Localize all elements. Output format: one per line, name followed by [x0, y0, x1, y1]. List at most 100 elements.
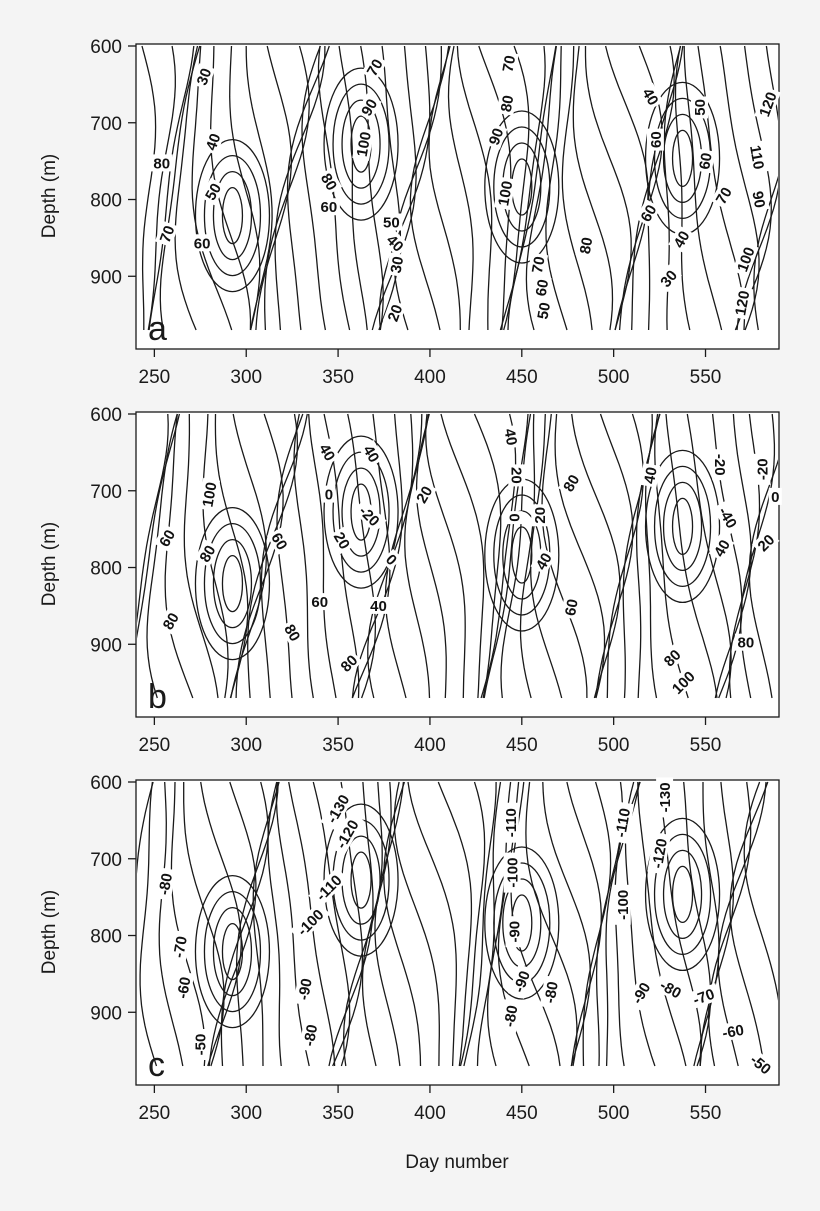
contour-label: 80: [157, 607, 184, 635]
y-tick-label: 600: [90, 773, 122, 794]
contour-label: 80: [194, 539, 221, 568]
y-tick-label: 800: [90, 191, 122, 212]
contour-line: [459, 781, 486, 1067]
contour-label: -60: [172, 970, 195, 1005]
contour-loop: [194, 506, 271, 661]
contour-line: [595, 413, 634, 699]
contour-label: 60: [308, 593, 331, 611]
contour-line: [139, 781, 158, 1067]
panel-c-letter: c: [148, 1046, 165, 1084]
contour-label: 110: [746, 140, 769, 174]
contour-line: [252, 781, 280, 1067]
contour-loop: [350, 851, 372, 909]
panel-a-frame: [135, 43, 780, 350]
contour-line: [393, 781, 440, 1067]
panel-b-letter: b: [148, 678, 167, 716]
contour-label-text: 20: [385, 303, 407, 324]
contour-label-text: -80: [301, 1023, 322, 1047]
contour-label-text: 60: [696, 151, 716, 170]
contour-loop: [341, 99, 381, 189]
contour-loop: [644, 817, 721, 972]
contour-label-text: -50: [192, 1034, 209, 1056]
contour-line: [637, 781, 687, 1067]
contour-loop: [221, 186, 244, 245]
contour-line: [347, 413, 377, 699]
contour-label: 40: [367, 596, 390, 615]
panel-c-y-axis-title: Depth (m): [39, 890, 60, 974]
contour-label: 70: [498, 51, 520, 76]
contour-line: [483, 413, 529, 699]
contour-line: [208, 781, 257, 1067]
contour-line: [415, 413, 447, 699]
contour-label: 40: [530, 547, 557, 575]
contour-label: 40: [314, 438, 341, 466]
contour-line: [235, 413, 284, 699]
contour-label-text: 30: [194, 66, 216, 87]
x-tick-label: 550: [690, 735, 722, 756]
contour-label: -90: [293, 972, 316, 1006]
contour-label: -90: [505, 916, 524, 948]
x-tick-label: 550: [690, 367, 722, 388]
contour-line: [229, 45, 261, 331]
contour-label-text: -130: [657, 782, 674, 812]
contour-label: -20: [753, 453, 772, 485]
y-tick-label: 900: [90, 635, 122, 656]
contour-line: [714, 413, 752, 699]
contour-label-text: 40: [638, 85, 661, 108]
contour-line: [530, 413, 563, 699]
panel-b-contour-labels: 100 60 80 80 60 80 40 0 40 -20 20 0 20 60 40 80 40 20 0 20 8…: [153, 424, 782, 700]
contour-line: [247, 413, 299, 699]
contour-loop: [671, 865, 694, 924]
contour-label: -80: [499, 999, 522, 1033]
contour-label: 80: [734, 633, 757, 652]
contour-label: 20: [382, 299, 407, 327]
contour-line: [743, 781, 778, 1001]
contour-line: [274, 45, 326, 331]
contour-label-text: 40: [533, 550, 556, 573]
contour-label: 70: [154, 220, 179, 248]
contour-label-text: -90: [511, 969, 534, 995]
x-tick-label: 450: [506, 735, 538, 756]
contour-line: [146, 413, 178, 699]
panel-a: 3040506070808060709010050403020708090100…: [39, 37, 781, 388]
contour-loop: [212, 538, 253, 629]
contour-line: [425, 413, 466, 699]
contour-line: [264, 45, 310, 331]
contour-label: 70: [527, 252, 549, 278]
contour-line: [147, 45, 176, 331]
contour-label: 0: [381, 548, 403, 571]
contour-line: [308, 413, 337, 699]
x-tick-label: 300: [230, 1103, 262, 1124]
contour-label: 20: [531, 504, 549, 527]
contour-line: [606, 413, 645, 699]
contour-label-text: -20: [711, 454, 728, 476]
y-tick-label: 900: [90, 267, 122, 288]
contour-label-text: 50: [534, 301, 554, 320]
contour-line: [428, 45, 461, 331]
contour-label: 80: [334, 649, 363, 677]
contour-label: 30: [386, 252, 407, 278]
y-tick-label: 600: [90, 37, 122, 58]
contour-label: 80: [150, 154, 173, 172]
contour-label-text: 90: [486, 126, 508, 147]
contour-line: [158, 781, 184, 1067]
contour-line: [378, 45, 431, 331]
contour-label-text: 0: [325, 487, 333, 504]
contour-line: [463, 781, 497, 1067]
x-tick-label: 500: [598, 735, 630, 756]
contour-loop: [341, 467, 381, 557]
contour-label-text: 110: [746, 144, 767, 171]
contour-label-text: 60: [648, 131, 665, 148]
contour-label-text: 70: [500, 54, 520, 73]
contour-label: 50: [380, 213, 403, 232]
contour-label-text: 80: [153, 155, 170, 172]
contour-label-text: -90: [295, 977, 316, 1001]
contour-loop: [662, 849, 703, 940]
contour-loop: [221, 554, 244, 613]
contour-label: -110: [610, 801, 634, 844]
contour-label: -90: [508, 963, 535, 999]
x-tick-label: 250: [139, 735, 171, 756]
x-tick-label: 300: [230, 735, 262, 756]
contour-label-text: 80: [317, 171, 340, 194]
contour-label: -130: [656, 777, 674, 818]
